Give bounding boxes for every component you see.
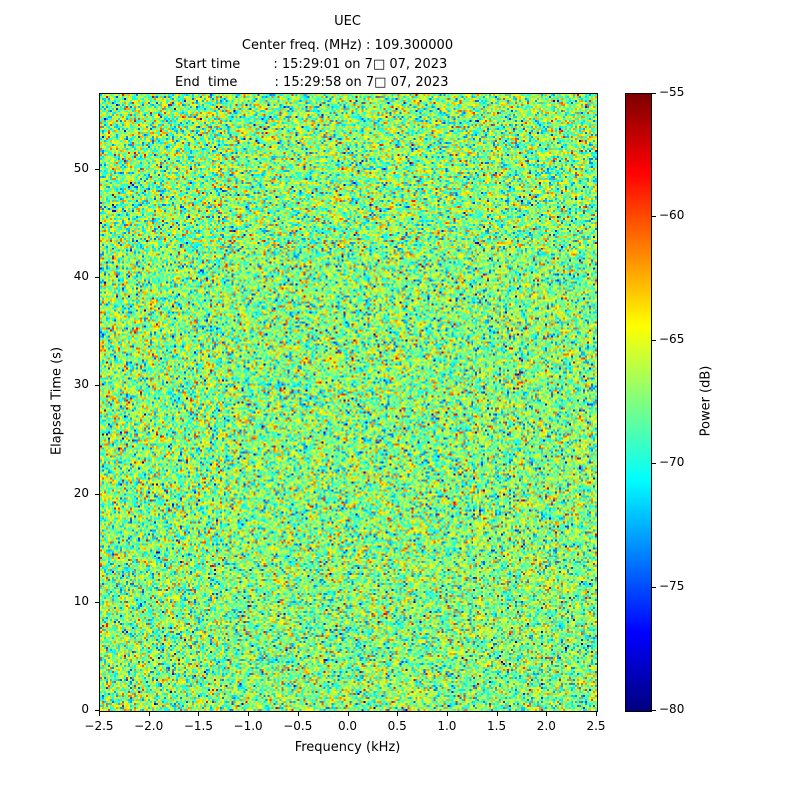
x-tick-label: 0.0 bbox=[337, 719, 358, 733]
x-tick-label: −2.0 bbox=[134, 719, 164, 733]
x-tick-label: −2.5 bbox=[84, 719, 114, 733]
x-tick-label: 2.0 bbox=[536, 719, 556, 733]
colorbar-tick-mark bbox=[652, 93, 656, 94]
colorbar-tick-label: −55 bbox=[659, 85, 685, 99]
y-tick-label: 50 bbox=[73, 160, 89, 175]
y-tick-mark bbox=[95, 601, 99, 603]
x-axis-label: Frequency (kHz) bbox=[294, 740, 401, 755]
x-tick-mark bbox=[397, 712, 399, 716]
colorbar-tick-label: −80 bbox=[659, 702, 685, 716]
y-tick-label: 20 bbox=[73, 485, 89, 500]
x-tick-mark bbox=[496, 712, 498, 716]
x-tick-mark bbox=[446, 712, 448, 716]
x-tick-label: 2.5 bbox=[586, 719, 606, 733]
x-tick-label: 0.5 bbox=[387, 719, 407, 733]
x-tick-label: 1.0 bbox=[437, 719, 457, 733]
y-tick-mark bbox=[95, 385, 99, 387]
y-tick-mark bbox=[95, 493, 99, 495]
y-tick-label: 0 bbox=[81, 702, 89, 716]
colorbar-tick-label: −60 bbox=[659, 208, 685, 223]
spectrogram-canvas bbox=[100, 94, 597, 711]
colorbar-tick-label: −70 bbox=[659, 455, 685, 470]
end-time-text: End time : 15:29:58 on 7□ 07, 2023 bbox=[175, 75, 449, 90]
y-axis-label: Elapsed Time (s) bbox=[49, 346, 65, 456]
x-tick-mark bbox=[347, 712, 349, 716]
y-tick-label: 10 bbox=[73, 593, 89, 608]
y-tick-mark bbox=[95, 277, 99, 279]
center-frequency-text: Center freq. (MHz) : 109.300000 bbox=[241, 38, 454, 53]
x-tick-mark bbox=[248, 712, 250, 716]
x-tick-mark bbox=[99, 712, 100, 716]
x-tick-mark bbox=[148, 712, 150, 716]
x-tick-mark bbox=[546, 712, 548, 716]
x-tick-mark bbox=[596, 712, 597, 716]
colorbar bbox=[625, 93, 652, 712]
colorbar-tick-label: −65 bbox=[659, 331, 685, 346]
y-tick-label: 40 bbox=[73, 269, 89, 284]
spectrogram-plot-area bbox=[99, 93, 598, 712]
y-tick-mark bbox=[95, 710, 99, 711]
colorbar-label: Power (dB) bbox=[698, 365, 714, 437]
x-tick-label: −0.5 bbox=[283, 719, 313, 733]
colorbar-tick-mark bbox=[652, 710, 656, 711]
colorbar-tick-mark bbox=[652, 463, 656, 465]
colorbar-tick-mark bbox=[652, 586, 656, 588]
colorbar-canvas bbox=[626, 94, 651, 711]
x-tick-mark bbox=[198, 712, 200, 716]
y-tick-mark bbox=[95, 168, 99, 170]
x-tick-mark bbox=[297, 712, 299, 716]
colorbar-tick-label: −75 bbox=[659, 578, 685, 593]
x-tick-label: 1.5 bbox=[487, 719, 507, 733]
y-tick-label: 30 bbox=[73, 377, 89, 392]
start-time-text: Start time : 15:29:01 on 7□ 07, 2023 bbox=[175, 57, 448, 72]
x-tick-label: −1.0 bbox=[233, 719, 263, 733]
colorbar-tick-mark bbox=[652, 216, 656, 218]
x-tick-label: −1.5 bbox=[183, 719, 213, 733]
chart-title: UEC bbox=[334, 14, 361, 29]
colorbar-tick-mark bbox=[652, 339, 656, 341]
